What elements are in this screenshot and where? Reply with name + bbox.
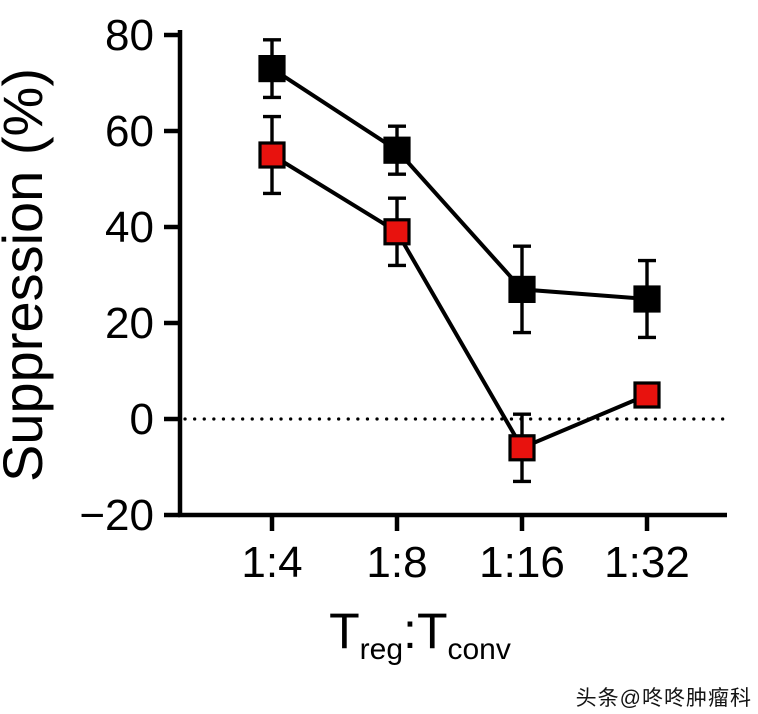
marker-red-squares [258, 141, 286, 169]
marker-black-squares [633, 285, 661, 313]
x-tick-label: 1:4 [241, 538, 302, 587]
series-line-black-squares [270, 66, 648, 301]
x-axis-label-colon: : [403, 603, 417, 659]
x-axis-label-t2: T [416, 603, 448, 659]
marker-black-squares [508, 275, 536, 303]
marker-red-squares [508, 434, 536, 462]
x-axis-label-sub2: conv [447, 633, 511, 666]
marker-red-squares [633, 381, 661, 409]
marker-red-squares [383, 218, 411, 246]
watermark: 头条@咚咚肿瘤科 [575, 687, 752, 710]
y-tick-label: 40 [105, 203, 154, 252]
x-tick-label: 1:8 [366, 538, 427, 587]
marker-black-squares [383, 136, 411, 164]
y-tick-label: −20 [79, 491, 154, 540]
x-axis-label-sub1: reg [359, 633, 404, 666]
y-tick-label: 80 [105, 11, 154, 60]
x-axis-label-t1: T [329, 603, 360, 659]
y-tick-label: 0 [130, 395, 154, 444]
series-line-red-squares [270, 153, 648, 451]
y-tick-label: 60 [105, 107, 154, 156]
x-tick-label: 1:16 [479, 538, 565, 587]
y-tick-label: 20 [105, 299, 154, 348]
y-axis-label: Suppression (%) [0, 68, 54, 482]
x-axis-label: Treg:Tconv [255, 602, 585, 665]
marker-black-squares [258, 54, 286, 83]
x-tick-label: 1:32 [604, 538, 690, 587]
